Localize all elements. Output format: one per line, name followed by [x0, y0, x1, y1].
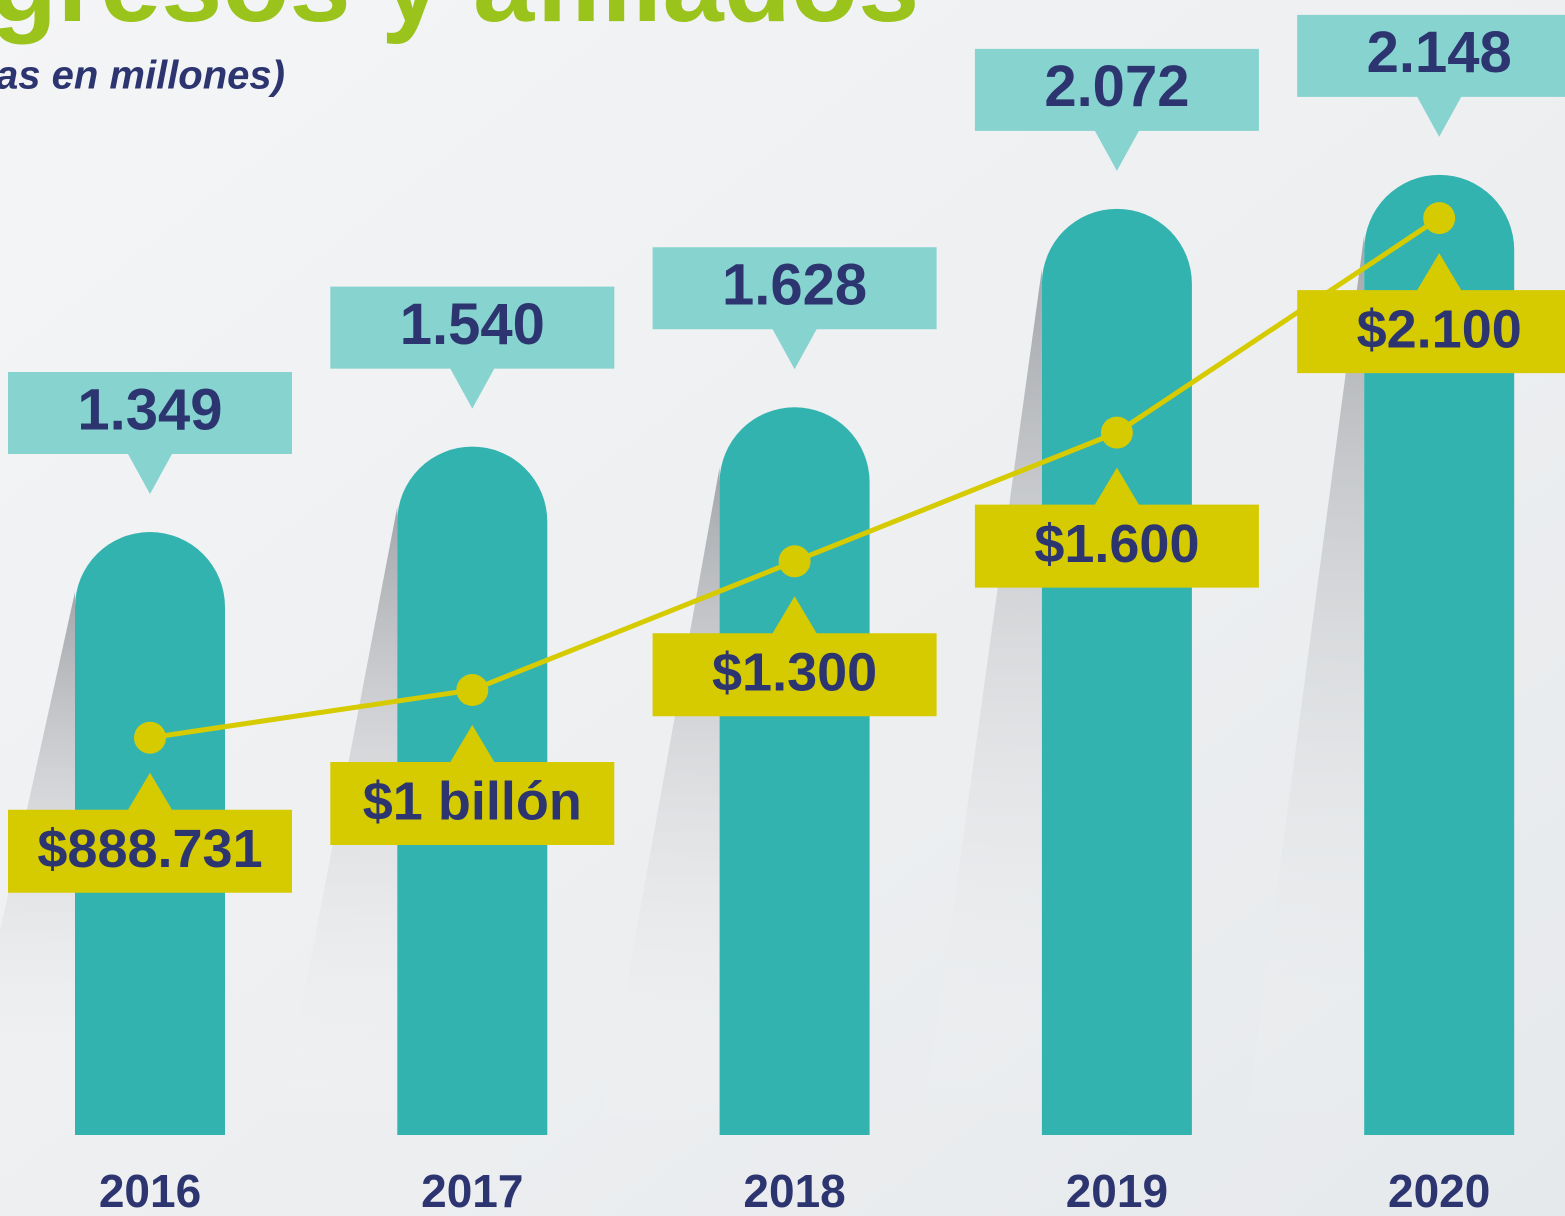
x-tick-label: 2016	[99, 1165, 201, 1216]
line-point	[778, 545, 811, 578]
line-point	[134, 721, 166, 754]
x-tick-label: 2019	[1066, 1165, 1168, 1216]
bar-label-box	[1297, 14, 1565, 137]
line-label: $1.600	[1034, 514, 1199, 574]
chart-title: gresos y afiliados	[0, 0, 919, 45]
line-label: $1.300	[712, 643, 877, 703]
bar	[1041, 208, 1192, 1135]
x-tick-label: 2020	[1388, 1165, 1490, 1216]
bar-label-box	[8, 371, 292, 494]
bar	[1364, 174, 1515, 1135]
bar-label-box	[974, 48, 1259, 171]
x-tick-label: 2017	[421, 1165, 523, 1216]
line-label: $2.100	[1357, 299, 1522, 359]
x-tick-label: 2018	[743, 1165, 845, 1216]
line-label-box	[330, 725, 615, 845]
bar-label: 2.148	[1367, 20, 1512, 85]
line-label: $888.731	[37, 819, 262, 879]
line-point	[456, 674, 489, 706]
bar-label: 2.072	[1044, 54, 1189, 119]
line-label: $1 billón	[363, 771, 582, 831]
line-label-box	[8, 772, 292, 893]
bar-shadow	[921, 268, 1042, 1135]
bar-label: 1.349	[77, 377, 222, 442]
bar-label: 1.540	[400, 292, 545, 357]
bar-label-box	[652, 247, 937, 370]
chart-subtitle: as en millones)	[0, 54, 285, 98]
bar	[719, 407, 870, 1135]
line-label-box	[974, 467, 1259, 588]
bar-label-box	[330, 286, 615, 409]
line-label-box	[1297, 253, 1565, 374]
bar-label: 1.628	[722, 253, 867, 318]
line-point	[1100, 416, 1133, 449]
line-point	[1423, 202, 1456, 235]
bar-shadow	[1244, 234, 1365, 1135]
line-label-box	[652, 596, 937, 717]
